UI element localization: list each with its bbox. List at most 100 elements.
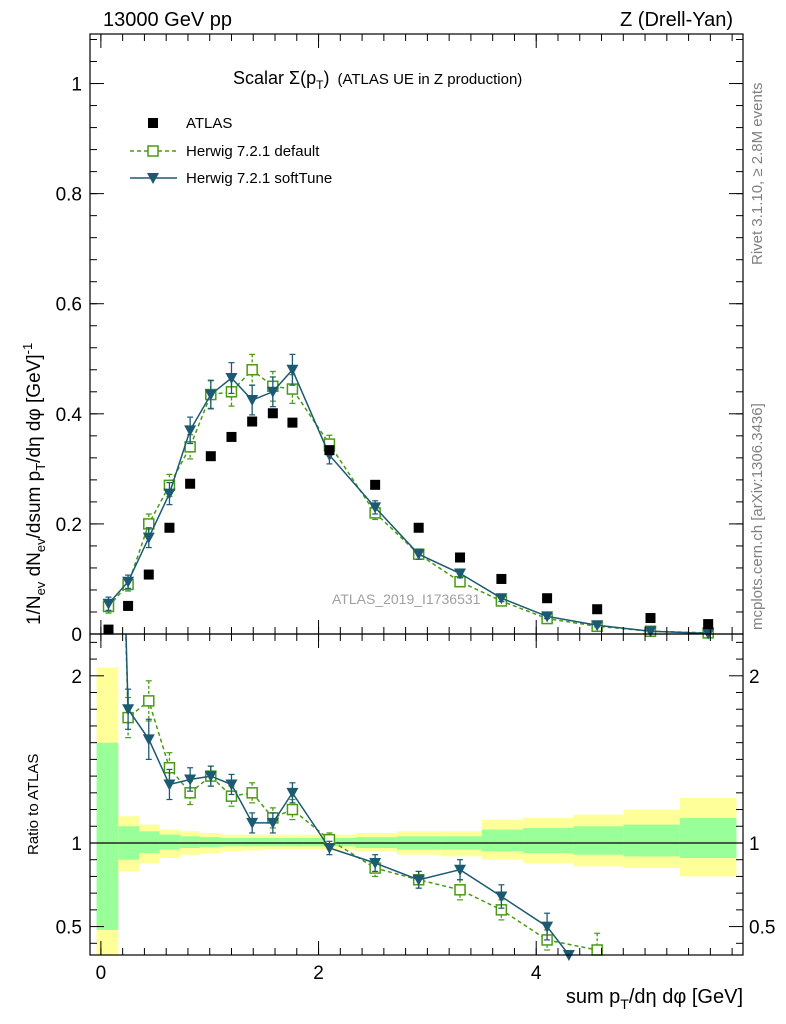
ratio-default-point — [286, 803, 299, 816]
ratio-band-inner — [138, 831, 160, 854]
ratio-band-inner — [481, 829, 524, 852]
main-atlas-point — [185, 478, 196, 489]
ratio-band-inner — [159, 834, 181, 850]
main-softtune-point — [184, 425, 197, 437]
main-softtune-point — [142, 532, 155, 544]
main-atlas-point — [455, 552, 466, 563]
main-atlas-point — [226, 431, 237, 442]
main-default-point — [246, 364, 258, 376]
x-axis-label: sum pT/dη dφ [GeV] — [566, 986, 743, 1012]
ratio-ylabel: Ratio to ATLAS — [25, 754, 42, 855]
plot-title: Scalar Σ(pT) (ATLAS UE in Z production) — [233, 68, 522, 92]
rivet-label: Rivet 3.1.10, ≥ 2.8M events — [749, 83, 766, 266]
ratio-band-inner — [220, 837, 242, 847]
ratio-band-inner — [96, 742, 119, 930]
ratio-ytick-label-right: 1 — [749, 834, 760, 855]
ratio-softtune-line — [125, 634, 570, 955]
legend-marker-atlas — [148, 118, 158, 128]
ratio-softtune-point — [163, 779, 176, 791]
main-atlas-point — [645, 613, 656, 624]
ratio-band-inner — [199, 837, 221, 848]
main-atlas-point — [164, 522, 175, 533]
ratio-softtune-point — [246, 817, 259, 829]
ratio-frame — [89, 633, 744, 956]
ratio-band-inner — [573, 826, 624, 855]
header-right: Z (Drell-Yan) — [620, 9, 733, 31]
ratio-softtune-point — [541, 921, 554, 933]
main-atlas-point — [542, 593, 553, 604]
main-softtune-point — [591, 620, 604, 632]
ratio-band-inner — [679, 817, 737, 859]
legend-marker-default — [147, 145, 159, 157]
ratio-softtune-point — [184, 774, 197, 786]
main-atlas-point — [413, 522, 424, 533]
ratio-ytick-label-right: 0.5 — [749, 918, 775, 939]
ratio-softtune-point — [454, 864, 467, 876]
legend-label-softtune: Herwig 7.2.1 softTune — [186, 170, 332, 187]
ratio-band-inner — [180, 836, 200, 848]
ratio-softtune-point — [495, 891, 508, 903]
main-softtune-point — [369, 502, 382, 514]
main-softtune-point — [122, 576, 135, 588]
main-atlas-point — [267, 408, 278, 419]
main-softtune-point — [102, 598, 115, 610]
main-ylabel: 1/Nev dNev/dsum pT/dη dφ [GeV]-1 — [20, 343, 48, 625]
ratio-softtune-point — [204, 771, 217, 783]
main-softtune-point — [286, 364, 299, 376]
main-atlas-point — [103, 624, 114, 635]
ratio-ytick-label: 1 — [71, 834, 82, 855]
main-softtune-point — [266, 386, 279, 398]
ratio-ytick-label: 2 — [71, 667, 82, 688]
main-softtune-point — [246, 395, 259, 407]
ratio-band-inner — [241, 837, 262, 847]
ratio-softtune-point — [323, 843, 336, 854]
main-softtune-point — [454, 568, 467, 580]
analysis-watermark: ATLAS_2019_I1736531 — [332, 591, 481, 607]
ratio-softtune-point — [266, 817, 279, 829]
main-atlas-point — [324, 445, 335, 456]
ratio-default-point — [246, 787, 258, 799]
main-softtune-point — [495, 593, 508, 605]
ratio-softtune-point — [225, 779, 238, 791]
ratio-softtune-point — [286, 787, 299, 799]
x-tick-label: 4 — [531, 963, 542, 984]
header-left: 13000 GeV pp — [103, 9, 232, 31]
main-softtune-point — [644, 626, 657, 638]
main-atlas-point — [205, 451, 216, 462]
x-tick-label: 2 — [313, 963, 324, 984]
ratio-softtune-point — [369, 858, 382, 870]
x-tick-label: 0 — [96, 963, 107, 984]
main-ytick-label: 1 — [71, 75, 82, 96]
main-softtune-point — [204, 389, 217, 401]
ratio-softtune-point — [412, 874, 425, 886]
main-ytick-label: 0 — [71, 625, 82, 646]
ratio-softtune-point — [122, 704, 135, 716]
ratio-ytick-label: 0.5 — [56, 918, 82, 939]
ratio-default-point — [143, 695, 155, 707]
main-ytick-label: 0.8 — [56, 185, 82, 206]
main-softtune-point — [225, 373, 238, 385]
main-ytick-label: 0.6 — [56, 295, 82, 316]
main-softtune-point — [163, 488, 176, 500]
ratio-softtune-point — [142, 734, 155, 746]
ratio-band-inner — [623, 824, 680, 857]
main-atlas-point — [370, 479, 381, 490]
ratio-ytick-label-right: 2 — [749, 667, 760, 688]
main-atlas-point — [247, 416, 258, 427]
ratio-band-inner — [523, 827, 574, 854]
main-softtune-point — [412, 549, 425, 561]
ratio-band-inner — [261, 837, 283, 847]
legend-marker-softtune — [147, 173, 159, 184]
main-softtune-point — [541, 611, 554, 623]
ratio-band-inner — [282, 837, 304, 847]
main-ytick-label: 0.4 — [56, 405, 83, 426]
main-atlas-point — [592, 604, 603, 615]
main-panel: 0 0.2 0.4 0.6 0.8 1 — [56, 33, 744, 646]
ratio-default-point — [591, 944, 603, 956]
main-ytick-label: 0.2 — [56, 515, 82, 536]
main-atlas-point — [496, 573, 507, 584]
main-atlas-point — [703, 619, 714, 630]
main-atlas-point — [287, 417, 298, 428]
legend: ATLAS Herwig 7.2.1 default Herwig 7.2.1 … — [130, 115, 332, 187]
